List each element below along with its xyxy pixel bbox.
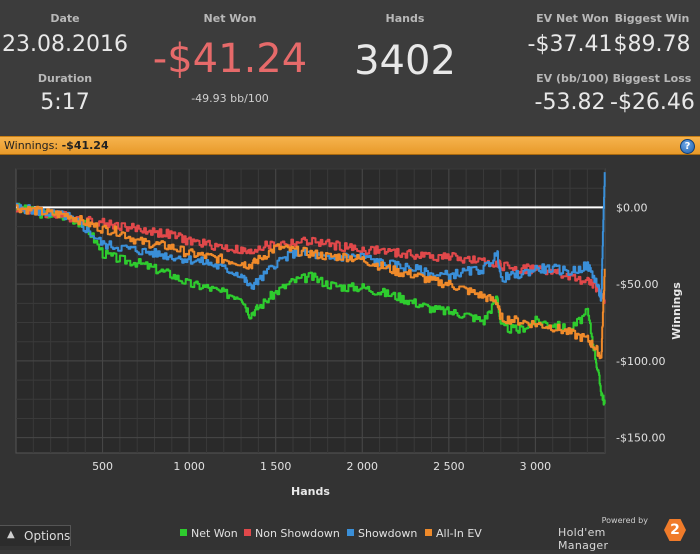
chart-legend: Net Won Non Showdown Showdown All-In EV bbox=[0, 527, 700, 541]
series-line-showdown bbox=[16, 172, 606, 302]
series-line-all-in-ev bbox=[16, 204, 606, 360]
legend-item-all-in-ev[interactable]: All-In EV bbox=[425, 527, 482, 540]
x-tick-label: 2 500 bbox=[433, 460, 465, 473]
hands-label: Hands bbox=[385, 12, 425, 25]
winnings-banner-value: -$41.24 bbox=[61, 139, 109, 152]
legend-label-net-won: Net Won bbox=[191, 527, 238, 540]
legend-item-net-won[interactable]: Net Won bbox=[180, 527, 238, 540]
x-axis-label: Hands bbox=[291, 485, 330, 498]
winnings-banner-text: Winnings: -$41.24 bbox=[4, 139, 109, 152]
x-tick-label: 2 000 bbox=[347, 460, 379, 473]
biggest-loss-value: -$26.46 bbox=[610, 90, 695, 115]
stats-panel: Date 23.08.2016 Duration 5:17 Net Won -$… bbox=[0, 0, 700, 136]
date-value: 23.08.2016 bbox=[2, 32, 128, 57]
help-icon[interactable]: ? bbox=[680, 139, 695, 154]
winnings-banner-label: Winnings: bbox=[4, 139, 59, 152]
powered-by-label: Powered by bbox=[601, 516, 648, 525]
legend-swatch-showdown bbox=[347, 529, 354, 536]
x-tick-label: 1 500 bbox=[260, 460, 292, 473]
legend-swatch-non-showdown bbox=[244, 529, 251, 536]
date-label: Date bbox=[50, 12, 80, 25]
brand-name: Hold'em Manager bbox=[558, 526, 609, 552]
net-won-bb-per-100: -49.93 bb/100 bbox=[191, 92, 269, 105]
biggest-win-label: Biggest Win bbox=[614, 12, 690, 25]
legend-item-non-showdown[interactable]: Non Showdown bbox=[244, 527, 340, 540]
net-won-label: Net Won bbox=[203, 12, 257, 25]
winnings-banner: Winnings: -$41.24 ? bbox=[0, 136, 700, 155]
hands-value: 3402 bbox=[354, 38, 456, 84]
duration-label: Duration bbox=[37, 72, 93, 85]
legend-swatch-net-won bbox=[180, 529, 187, 536]
biggest-loss-label: Biggest Loss bbox=[612, 72, 692, 85]
ev-bb-label: EV (bb/100) bbox=[536, 72, 609, 85]
legend-label-showdown: Showdown bbox=[358, 527, 418, 540]
legend-label-non-showdown: Non Showdown bbox=[255, 527, 340, 540]
x-tick-label: 1 000 bbox=[173, 460, 205, 473]
y-axis-label: Winnings bbox=[670, 282, 683, 340]
biggest-win-value: $89.78 bbox=[613, 32, 691, 57]
y-tick-label: -$150.00 bbox=[616, 432, 665, 445]
options-label: Options bbox=[24, 529, 71, 543]
winnings-chart: 500 1 000 1 500 2 000 2 500 3 000 $0.00 -$50.00… bbox=[15, 168, 683, 498]
x-tick-label: 500 bbox=[92, 460, 113, 473]
winnings-chart-area: 500 1 000 1 500 2 000 2 500 3 000 $0.00 -$50.00… bbox=[0, 155, 700, 550]
options-caret-icon: ▲ bbox=[7, 529, 15, 540]
duration-value: 5:17 bbox=[40, 90, 90, 115]
options-button[interactable]: ▲ Options bbox=[0, 525, 71, 546]
hem2-brand: Powered by Hold'em Manager 2 bbox=[558, 515, 688, 552]
hem2-logo-icon: 2 bbox=[664, 519, 686, 541]
legend-item-showdown[interactable]: Showdown bbox=[347, 527, 417, 540]
net-won-value: -$41.24 bbox=[152, 36, 308, 82]
legend-label-all-in-ev: All-In EV bbox=[436, 527, 482, 540]
legend-swatch-all-in-ev bbox=[425, 529, 432, 536]
ev-net-won-label: EV Net Won bbox=[536, 12, 609, 25]
y-tick-label: $0.00 bbox=[616, 201, 648, 214]
y-tick-label: -$100.00 bbox=[616, 355, 665, 368]
ev-bb-value: -53.82 bbox=[534, 90, 606, 115]
x-tick-label: 3 000 bbox=[520, 460, 552, 473]
y-tick-label: -$50.00 bbox=[616, 278, 658, 291]
ev-net-won-value: -$37.41 bbox=[527, 32, 613, 57]
